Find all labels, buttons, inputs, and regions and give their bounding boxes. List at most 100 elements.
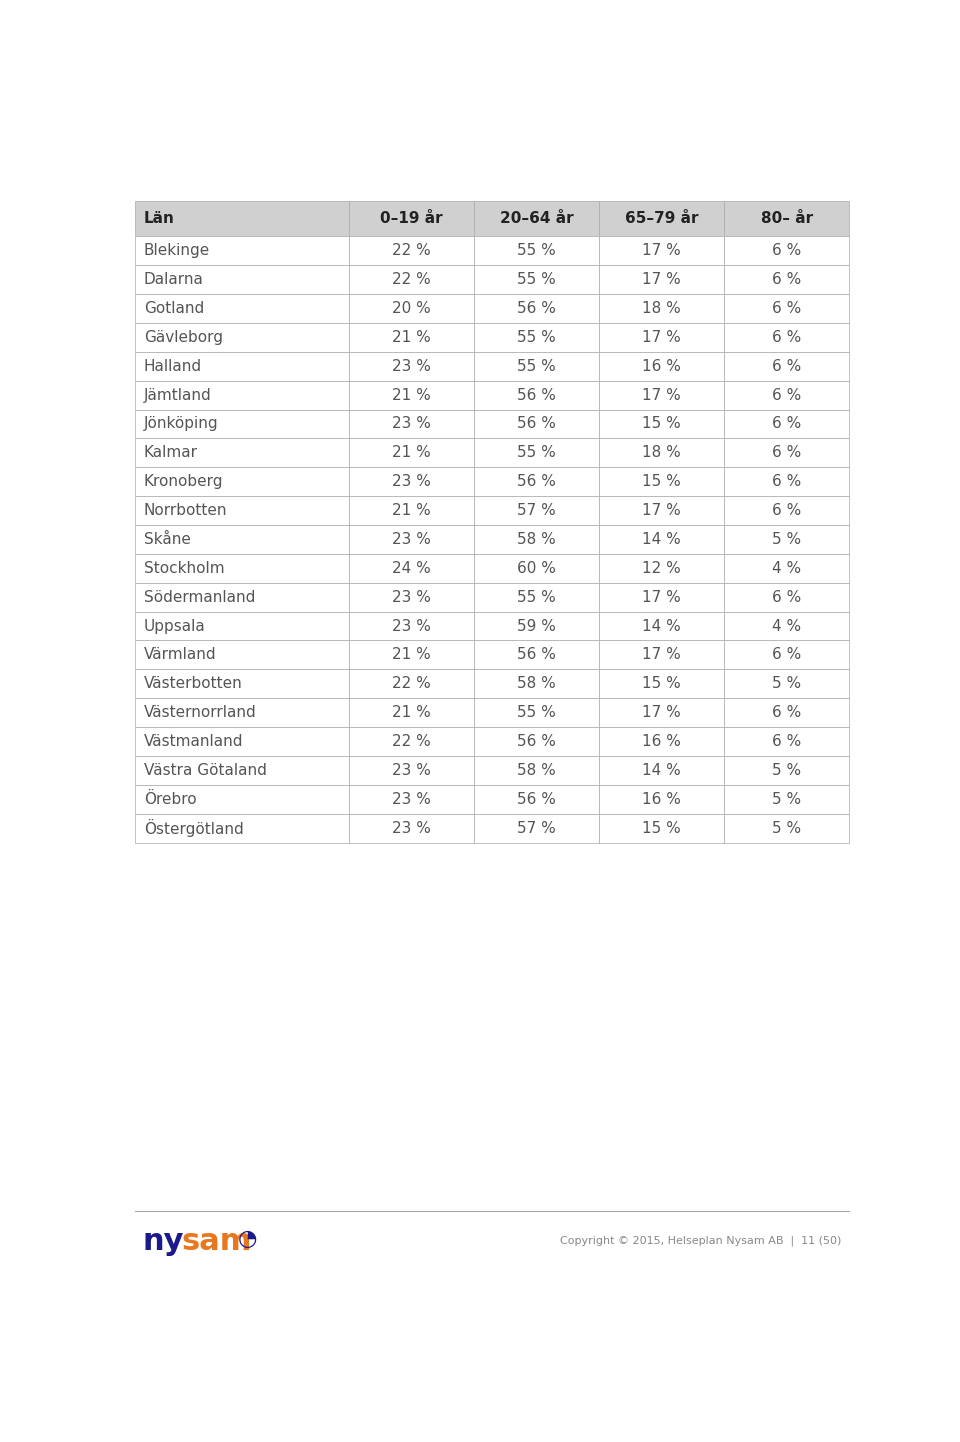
Bar [349,784,474,813]
Text: 14 %: 14 % [642,763,681,777]
Bar [724,669,849,698]
Text: 15 %: 15 % [642,676,681,691]
Bar [349,496,474,525]
Text: 57 %: 57 % [517,503,556,518]
Bar [474,438,599,467]
Bar [349,756,474,784]
Bar [349,611,474,640]
Bar [599,611,724,640]
Text: 55 %: 55 % [517,705,556,720]
Bar [134,611,349,640]
Text: 15 %: 15 % [642,474,681,489]
Bar [134,784,349,813]
Text: 58 %: 58 % [517,676,556,691]
Text: 18 %: 18 % [642,446,681,460]
Bar [474,381,599,410]
Text: 14 %: 14 % [642,619,681,633]
Bar [349,583,474,611]
Text: 17 %: 17 % [642,503,681,518]
Bar [474,200,599,236]
Bar [474,323,599,352]
Bar [349,265,474,294]
Bar [724,698,849,727]
Bar [349,200,474,236]
Text: 80– år: 80– år [760,211,813,226]
Text: 17 %: 17 % [642,388,681,402]
Text: 55 %: 55 % [517,359,556,373]
Text: Norrbotten: Norrbotten [144,503,228,518]
Bar [724,583,849,611]
Text: 58 %: 58 % [517,532,556,547]
Bar [724,813,849,842]
Text: 17 %: 17 % [642,330,681,345]
Text: 5 %: 5 % [772,820,802,836]
Bar [599,236,724,265]
Bar [134,813,349,842]
Text: Jönköping: Jönköping [144,417,219,431]
Bar [134,381,349,410]
Bar [599,352,724,381]
Text: 20 %: 20 % [393,301,431,316]
Bar [349,525,474,554]
Bar [349,352,474,381]
Bar [599,467,724,496]
Text: 21 %: 21 % [393,330,431,345]
Bar [599,200,724,236]
Text: 57 %: 57 % [517,820,556,836]
Bar [599,583,724,611]
Text: Uppsala: Uppsala [144,619,205,633]
Text: 6 %: 6 % [772,734,802,748]
Bar [349,727,474,756]
Bar [599,265,724,294]
Bar [724,784,849,813]
Bar [474,554,599,583]
Text: 6 %: 6 % [772,446,802,460]
Bar [134,496,349,525]
Text: 23 %: 23 % [393,359,431,373]
Text: 59 %: 59 % [517,619,556,633]
Bar [474,467,599,496]
Bar [474,236,599,265]
Bar [134,323,349,352]
Text: 23 %: 23 % [393,820,431,836]
Text: 23 %: 23 % [393,474,431,489]
Bar [349,669,474,698]
Text: Värmland: Värmland [144,647,216,662]
Bar [134,294,349,323]
Bar [724,611,849,640]
Bar [134,236,349,265]
Text: 23 %: 23 % [393,417,431,431]
Text: Stockholm: Stockholm [144,561,225,575]
Bar [724,381,849,410]
Text: ny: ny [142,1227,183,1256]
Bar [599,727,724,756]
Text: 5 %: 5 % [772,532,802,547]
Bar [599,294,724,323]
Text: 18 %: 18 % [642,301,681,316]
Bar [599,554,724,583]
Text: 6 %: 6 % [772,474,802,489]
Text: Skåne: Skåne [144,532,191,547]
Text: 21 %: 21 % [393,388,431,402]
Text: ◔: ◔ [237,1229,257,1249]
Text: sam: sam [181,1227,252,1256]
Bar [134,410,349,438]
Text: 56 %: 56 % [517,734,556,748]
Text: 60 %: 60 % [517,561,556,575]
Bar [349,698,474,727]
Bar [724,352,849,381]
Text: Kalmar: Kalmar [144,446,198,460]
Text: 16 %: 16 % [642,359,681,373]
Text: 21 %: 21 % [393,503,431,518]
Text: Blekinge: Blekinge [144,244,210,258]
Text: 17 %: 17 % [642,705,681,720]
Text: 15 %: 15 % [642,417,681,431]
Bar [349,640,474,669]
Bar [474,669,599,698]
Text: 22 %: 22 % [393,676,431,691]
Bar [134,727,349,756]
Text: 65–79 år: 65–79 år [625,211,698,226]
Bar [349,438,474,467]
Bar [134,669,349,698]
Bar [349,410,474,438]
